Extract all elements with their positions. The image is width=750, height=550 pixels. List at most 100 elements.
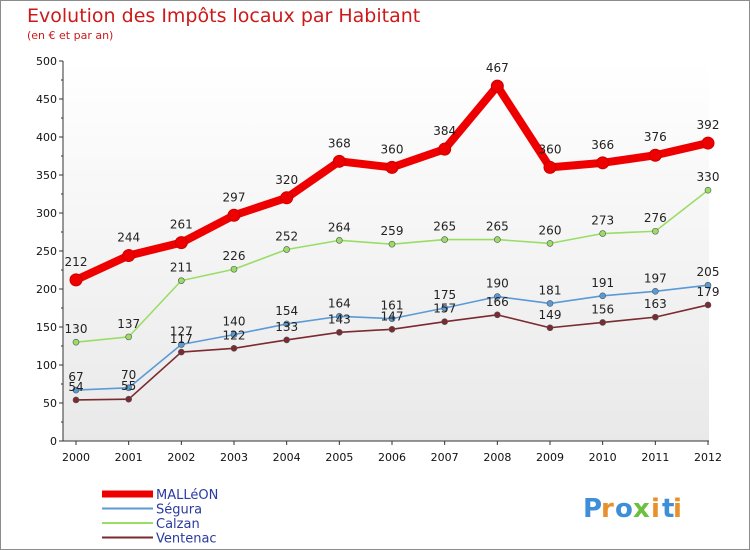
data-point bbox=[227, 208, 241, 222]
data-point bbox=[336, 313, 343, 320]
data-point bbox=[72, 396, 80, 404]
data-point bbox=[441, 304, 448, 312]
x-tick-label: 2003 bbox=[220, 451, 248, 464]
x-tick-label: 2002 bbox=[167, 451, 195, 464]
data-label: 175 bbox=[433, 288, 456, 302]
data-label: 368 bbox=[328, 136, 351, 150]
data-label: 154 bbox=[275, 304, 298, 318]
data-label: 205 bbox=[697, 265, 720, 279]
data-point bbox=[701, 136, 715, 150]
y-tick-label: 350 bbox=[36, 169, 57, 182]
data-point bbox=[178, 348, 185, 356]
data-label: 265 bbox=[433, 220, 456, 234]
data-label: 130 bbox=[65, 322, 88, 336]
data-point bbox=[648, 148, 662, 162]
legend-label: Ventenac bbox=[156, 532, 217, 547]
data-label: 140 bbox=[223, 315, 246, 329]
data-point bbox=[388, 315, 396, 322]
data-point bbox=[599, 319, 606, 326]
data-point bbox=[174, 236, 188, 250]
data-point bbox=[283, 336, 290, 344]
data-point bbox=[125, 333, 132, 341]
data-label: 467 bbox=[486, 61, 509, 75]
y-tick-label: 150 bbox=[36, 321, 57, 334]
brand-logo-letter: i bbox=[673, 494, 682, 524]
data-label: 149 bbox=[539, 308, 562, 322]
x-tick-label: 2010 bbox=[589, 451, 617, 464]
data-point bbox=[652, 227, 659, 235]
data-label: 384 bbox=[433, 124, 456, 138]
data-label: 157 bbox=[433, 302, 456, 316]
data-point bbox=[546, 324, 554, 332]
data-label: 376 bbox=[644, 130, 667, 144]
data-label: 264 bbox=[328, 220, 351, 234]
y-tick-label: 250 bbox=[36, 245, 57, 258]
data-point bbox=[230, 331, 238, 338]
x-tick-label: 2007 bbox=[431, 451, 459, 464]
data-point bbox=[546, 300, 554, 307]
data-point bbox=[490, 79, 504, 93]
x-tick-label: 2001 bbox=[115, 451, 143, 464]
data-label: 212 bbox=[65, 255, 88, 269]
y-tick-label: 500 bbox=[36, 55, 57, 68]
data-point bbox=[652, 287, 659, 295]
data-point bbox=[543, 160, 557, 174]
legend-label: MALLéON bbox=[156, 488, 218, 503]
data-point bbox=[332, 154, 346, 168]
x-tick-label: 2011 bbox=[641, 451, 669, 464]
data-point bbox=[652, 313, 659, 321]
data-label: 197 bbox=[644, 271, 667, 285]
data-label: 366 bbox=[591, 138, 614, 152]
brand-logo-letter: r bbox=[601, 494, 614, 524]
legend-label: Ségura bbox=[156, 503, 202, 518]
y-tick-label: 50 bbox=[43, 397, 57, 410]
data-point bbox=[230, 344, 238, 352]
data-label: 70 bbox=[121, 368, 136, 382]
data-label: 273 bbox=[591, 214, 614, 228]
data-label: 122 bbox=[223, 328, 246, 342]
data-label: 211 bbox=[170, 261, 193, 275]
data-point bbox=[441, 318, 448, 325]
data-point bbox=[72, 386, 80, 394]
data-label: 143 bbox=[328, 312, 351, 326]
data-label: 259 bbox=[381, 224, 404, 238]
x-tick-label: 2006 bbox=[378, 451, 406, 464]
data-label: 161 bbox=[381, 299, 404, 313]
chart-subtitle: (en € et par an) bbox=[27, 29, 114, 42]
y-tick-label: 0 bbox=[50, 435, 57, 448]
data-label: 297 bbox=[223, 190, 246, 204]
y-tick-label: 450 bbox=[36, 93, 57, 106]
data-label: 156 bbox=[591, 302, 614, 316]
y-tick-label: 100 bbox=[36, 359, 57, 372]
data-point bbox=[596, 156, 610, 170]
data-label: 163 bbox=[644, 297, 667, 311]
brand-logo-letter: o bbox=[615, 494, 633, 524]
data-point bbox=[438, 142, 452, 156]
x-tick-label: 2009 bbox=[536, 451, 564, 464]
data-label: 261 bbox=[170, 218, 193, 232]
data-label: 260 bbox=[539, 223, 562, 237]
data-point bbox=[546, 240, 554, 247]
data-label: 164 bbox=[328, 296, 351, 310]
data-label: 252 bbox=[275, 229, 298, 243]
data-label: 117 bbox=[170, 332, 193, 346]
y-tick-label: 200 bbox=[36, 283, 57, 296]
data-label: 265 bbox=[486, 220, 509, 234]
data-point bbox=[230, 265, 238, 273]
data-point bbox=[283, 320, 290, 328]
data-label: 320 bbox=[275, 173, 298, 187]
data-point bbox=[336, 329, 343, 336]
data-label: 166 bbox=[486, 295, 509, 309]
data-point bbox=[122, 249, 136, 263]
data-label: 67 bbox=[68, 370, 83, 384]
chart-title: Evolution des Impôts locaux par Habitant bbox=[27, 5, 421, 27]
data-point bbox=[178, 341, 185, 348]
data-point bbox=[72, 338, 80, 346]
data-point bbox=[125, 395, 132, 403]
y-tick-label: 300 bbox=[36, 207, 57, 220]
data-point bbox=[336, 237, 343, 244]
data-point bbox=[388, 240, 396, 248]
data-point bbox=[599, 292, 606, 300]
